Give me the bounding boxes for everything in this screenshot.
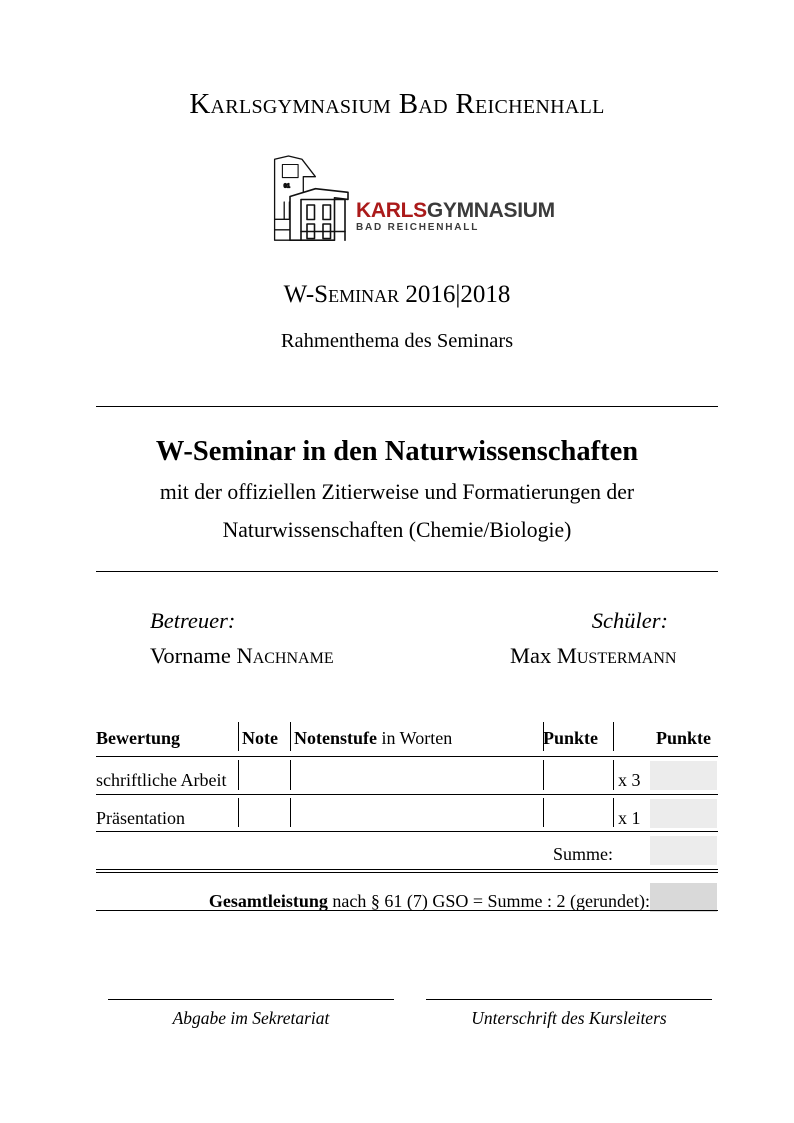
svg-text:KARLSGYMNASIUM: KARLSGYMNASIUM xyxy=(356,199,555,222)
svg-text:BAD REICHENHALL: BAD REICHENHALL xyxy=(356,222,479,233)
svg-text:01: 01 xyxy=(284,184,290,190)
